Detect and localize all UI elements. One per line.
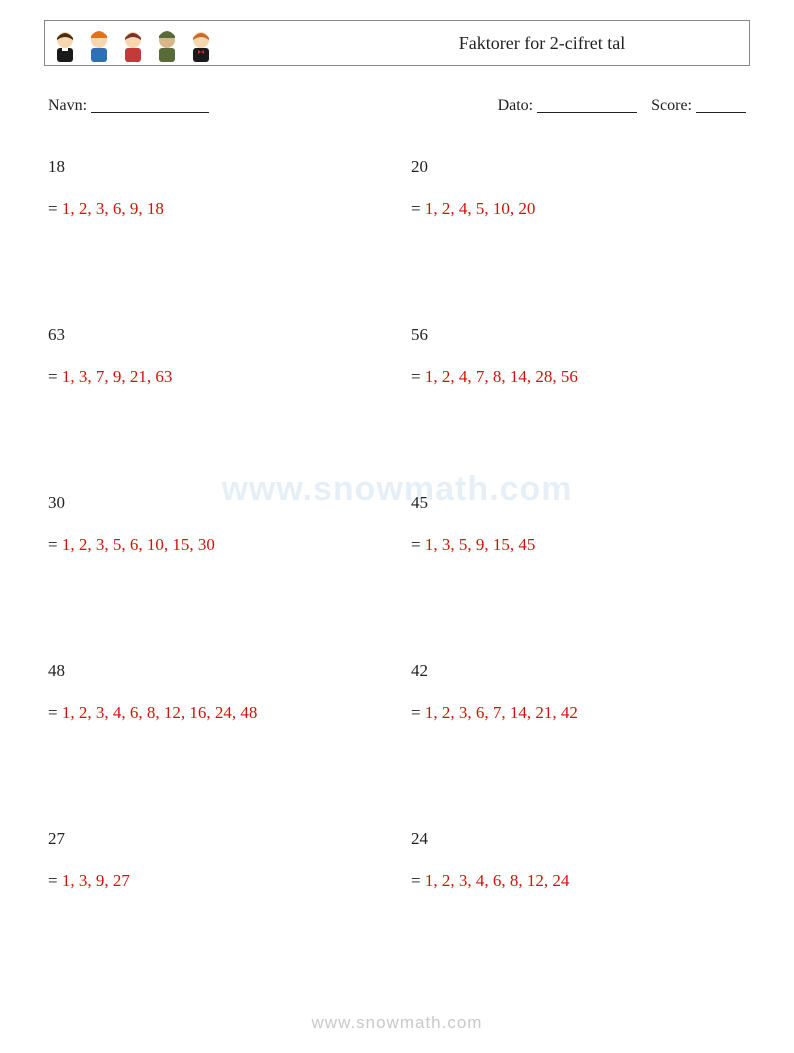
answer-value: 1, 3, 9, 27 — [62, 871, 130, 890]
answer-value: 1, 2, 3, 6, 9, 18 — [62, 199, 164, 218]
problem-number: 30 — [48, 493, 383, 513]
answer-value: 1, 2, 4, 7, 8, 14, 28, 56 — [425, 367, 578, 386]
equals-sign: = — [411, 535, 425, 554]
problem-number: 48 — [48, 661, 383, 681]
equals-sign: = — [48, 871, 62, 890]
date-blank[interactable] — [537, 97, 637, 113]
score-blank[interactable] — [696, 97, 746, 113]
date-label: Dato: — [498, 97, 534, 114]
problem-answer: = 1, 2, 3, 4, 6, 8, 12, 16, 24, 48 — [48, 703, 383, 723]
footer-url: www.snowmath.com — [0, 1013, 794, 1033]
problem: 24 = 1, 2, 3, 4, 6, 8, 12, 24 — [411, 829, 746, 891]
avatar-soldier-icon — [153, 24, 181, 62]
answer-value: 1, 2, 3, 5, 6, 10, 15, 30 — [62, 535, 215, 554]
header-box: Faktorer for 2-cifret tal — [44, 20, 750, 66]
equals-sign: = — [48, 703, 62, 722]
name-label: Navn: — [48, 97, 87, 114]
problem-answer: = 1, 2, 3, 6, 7, 14, 21, 42 — [411, 703, 746, 723]
problem-number: 18 — [48, 157, 383, 177]
answer-value: 1, 2, 3, 4, 6, 8, 12, 16, 24, 48 — [62, 703, 258, 722]
problem: 42 = 1, 2, 3, 6, 7, 14, 21, 42 — [411, 661, 746, 723]
problem-answer: = 1, 2, 3, 4, 6, 8, 12, 24 — [411, 871, 746, 891]
problem-number: 63 — [48, 325, 383, 345]
problem: 27 = 1, 3, 9, 27 — [48, 829, 383, 891]
problem-number: 20 — [411, 157, 746, 177]
answer-value: 1, 2, 3, 6, 7, 14, 21, 42 — [425, 703, 578, 722]
answer-value: 1, 2, 4, 5, 10, 20 — [425, 199, 536, 218]
problem-grid: 18 = 1, 2, 3, 6, 9, 18 20 = 1, 2, 4, 5, 10,… — [44, 157, 750, 891]
problem-answer: = 1, 3, 7, 9, 21, 63 — [48, 367, 383, 387]
score-label: Score: — [651, 97, 692, 114]
problem-number: 27 — [48, 829, 383, 849]
avatar-priest-icon — [51, 24, 79, 62]
avatar-waiter-icon — [187, 24, 215, 62]
problem: 48 = 1, 2, 3, 4, 6, 8, 12, 16, 24, 48 — [48, 661, 383, 723]
avatar-builder-icon — [85, 24, 113, 62]
problem-answer: = 1, 2, 4, 5, 10, 20 — [411, 199, 746, 219]
avatar-girl-icon — [119, 24, 147, 62]
equals-sign: = — [411, 871, 425, 890]
name-blank[interactable] — [91, 97, 209, 113]
equals-sign: = — [411, 703, 425, 722]
equals-sign: = — [48, 199, 62, 218]
problem: 63 = 1, 3, 7, 9, 21, 63 — [48, 325, 383, 387]
equals-sign: = — [48, 535, 62, 554]
equals-sign: = — [48, 367, 62, 386]
answer-value: 1, 3, 5, 9, 15, 45 — [425, 535, 536, 554]
problem-number: 45 — [411, 493, 746, 513]
problem: 20 = 1, 2, 4, 5, 10, 20 — [411, 157, 746, 219]
score-field: Score: — [651, 94, 746, 115]
problem: 45 = 1, 3, 5, 9, 15, 45 — [411, 493, 746, 555]
answer-value: 1, 2, 3, 4, 6, 8, 12, 24 — [425, 871, 570, 890]
worksheet-title: Faktorer for 2-cifret tal — [215, 33, 739, 54]
problem: 56 = 1, 2, 4, 7, 8, 14, 28, 56 — [411, 325, 746, 387]
problem-answer: = 1, 3, 5, 9, 15, 45 — [411, 535, 746, 555]
problem-answer: = 1, 2, 3, 6, 9, 18 — [48, 199, 383, 219]
date-field: Dato: — [498, 94, 638, 115]
name-field: Navn: — [48, 94, 498, 115]
equals-sign: = — [411, 367, 425, 386]
problem-number: 24 — [411, 829, 746, 849]
problem-number: 42 — [411, 661, 746, 681]
meta-row: Navn: Dato: Score: — [44, 94, 750, 115]
problem-answer: = 1, 3, 9, 27 — [48, 871, 383, 891]
answer-value: 1, 3, 7, 9, 21, 63 — [62, 367, 173, 386]
problem: 18 = 1, 2, 3, 6, 9, 18 — [48, 157, 383, 219]
problem-answer: = 1, 2, 3, 5, 6, 10, 15, 30 — [48, 535, 383, 555]
avatar-row — [51, 24, 215, 62]
problem-number: 56 — [411, 325, 746, 345]
equals-sign: = — [411, 199, 425, 218]
problem: 30 = 1, 2, 3, 5, 6, 10, 15, 30 — [48, 493, 383, 555]
problem-answer: = 1, 2, 4, 7, 8, 14, 28, 56 — [411, 367, 746, 387]
